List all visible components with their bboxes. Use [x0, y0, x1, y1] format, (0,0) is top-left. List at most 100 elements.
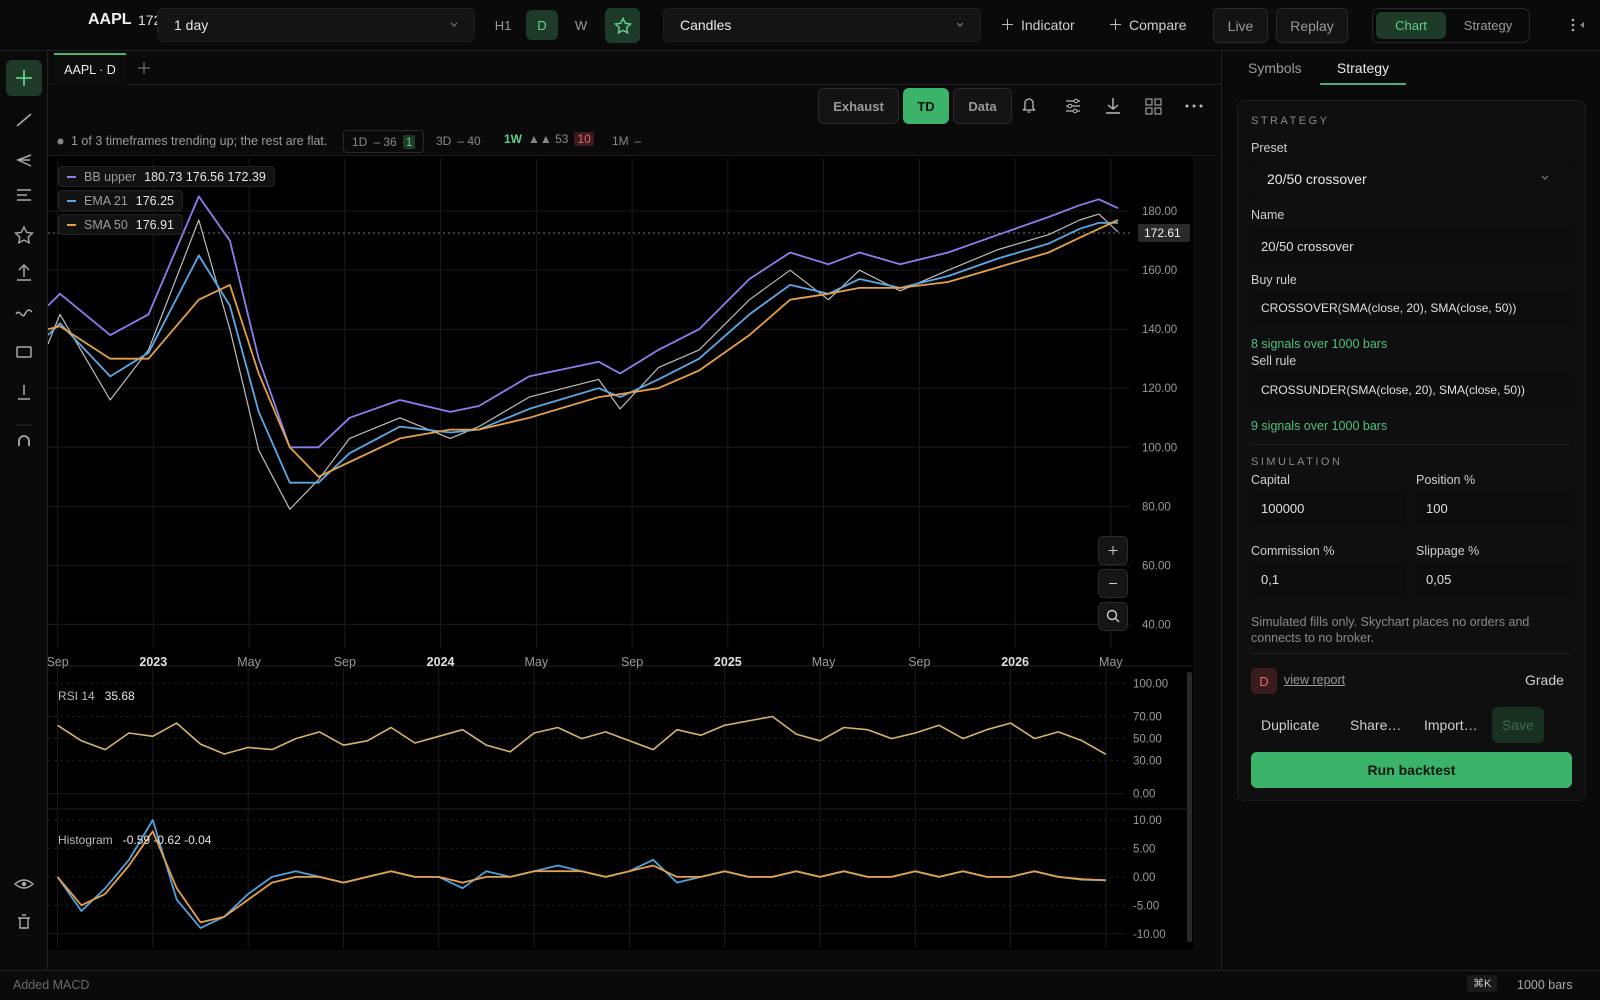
- field-label: Slippage %: [1416, 544, 1480, 558]
- field-label: Capital: [1251, 473, 1290, 487]
- x-tick-label: 2023: [139, 655, 167, 669]
- live-button[interactable]: Live: [1213, 8, 1268, 43]
- y-tick-label: 0.00: [1133, 872, 1155, 884]
- indicator-button[interactable]: Indicator: [1021, 17, 1075, 33]
- interval-button[interactable]: D: [526, 10, 558, 40]
- action-button[interactable]: Share…: [1350, 717, 1402, 733]
- side-tab[interactable]: Strategy: [1320, 53, 1406, 85]
- timeframe-detail: – 40: [457, 134, 481, 148]
- legend-item[interactable]: EMA 21 176.25: [58, 190, 184, 211]
- legend-swatch: [67, 175, 76, 178]
- legend-item[interactable]: SMA 50 176.91: [58, 214, 184, 235]
- field-label: Position %: [1416, 473, 1476, 487]
- timeframe-chip[interactable]: 1D – 36 1: [343, 130, 425, 153]
- legend-swatch: [67, 223, 76, 226]
- x-tick-label: Sep: [621, 655, 643, 669]
- preset: 20/50 crossover: [1267, 170, 1367, 187]
- chart-tab[interactable]: AAPL · D: [54, 53, 126, 85]
- exhaust-button[interactable]: Exhaust: [818, 88, 899, 124]
- sell-rule-input[interactable]: CROSSUNDER(SMA(close, 20), SMA(close, 50…: [1251, 374, 1571, 408]
- legend-value: 35.68: [104, 689, 135, 703]
- trend-row: [49, 127, 1217, 156]
- replay-button[interactable]: Replay: [1276, 8, 1348, 43]
- legend-name: Histogram: [58, 833, 113, 847]
- field-input[interactable]: 0,05: [1416, 562, 1571, 596]
- interval-button[interactable]: H1: [494, 17, 512, 33]
- data-line: [56, 830, 1106, 924]
- field-input[interactable]: 0,1: [1251, 562, 1406, 596]
- name-input[interactable]: 20/50 crossover: [1251, 229, 1571, 263]
- y-tick-label: 180.00: [1142, 206, 1177, 218]
- td-button[interactable]: TD: [903, 88, 949, 124]
- grade-label: Grade: [1525, 672, 1564, 688]
- side-tab[interactable]: Symbols: [1248, 60, 1302, 76]
- add-tab-icon[interactable]: [138, 62, 150, 74]
- field-input[interactable]: 100000: [1251, 491, 1406, 525]
- toolbar-icons: [1022, 98, 1203, 115]
- preset-select[interactable]: 20/50 crossover: [1251, 161, 1571, 196]
- plus-icon: [1110, 19, 1121, 30]
- signal-count: 9 signals over 1000 bars: [1251, 419, 1388, 433]
- buy-rule-input[interactable]: CROSSOVER(SMA(close, 20), SMA(close, 50)…: [1251, 292, 1571, 326]
- star-icon: [613, 16, 632, 34]
- y-tick-label: 5.00: [1133, 843, 1155, 855]
- section-heading: SIMULATION: [1251, 456, 1343, 468]
- y-tick-label: 100.00: [1133, 678, 1168, 690]
- trend-summary: 1 of 3 timeframes trending up; the rest …: [71, 134, 328, 148]
- field-label: Sell rule: [1251, 354, 1297, 368]
- status-bar: [0, 970, 1600, 1000]
- data-button[interactable]: Data: [953, 88, 1012, 124]
- disclaimer: Simulated fills only. Skychart places no…: [1251, 615, 1530, 645]
- timeframe-chip[interactable]: 1W ▲▲ 53 10: [504, 132, 594, 146]
- tool-rail: [0, 51, 48, 970]
- timeframe-chip[interactable]: 3D – 40: [436, 134, 481, 148]
- tool-icons: [6, 60, 42, 929]
- action-button[interactable]: Duplicate: [1261, 717, 1320, 733]
- y-tick-label: 80.00: [1142, 501, 1171, 513]
- favorite-button[interactable]: [605, 8, 640, 43]
- x-tick-label: May: [812, 655, 836, 669]
- timeframe-badge: 10: [574, 132, 594, 146]
- divider: [1251, 653, 1571, 654]
- legend-value: 176.91: [135, 217, 175, 232]
- mode-button[interactable]: Strategy: [1463, 18, 1513, 33]
- save-button[interactable]: Save: [1492, 707, 1544, 743]
- x-tick-label: Sep: [334, 655, 356, 669]
- zoom-controls[interactable]: [1098, 536, 1128, 632]
- last-price-label: 172.61: [1144, 226, 1181, 240]
- report-link[interactable]: view report: [1284, 673, 1346, 687]
- data-line: [57, 715, 1107, 755]
- chevron: [1541, 175, 1549, 180]
- field-label: Commission %: [1251, 544, 1335, 558]
- y-tick-label: 30.00: [1133, 756, 1162, 768]
- interval-select[interactable]: 1 day: [157, 8, 475, 42]
- more-icon[interactable]: [1570, 17, 1590, 33]
- macd-legend: Histogram -0.59 -0.62 -0.04: [58, 833, 211, 847]
- legend-value: 180.73 176.56 172.39: [144, 169, 266, 184]
- section-heading: STRATEGY: [1251, 115, 1330, 127]
- x-tick-label: 2025: [714, 655, 742, 669]
- y-tick-label: 160.00: [1142, 265, 1177, 277]
- legend-name: RSI 14: [58, 689, 95, 703]
- rsi-legend: RSI 14 35.68: [58, 689, 135, 703]
- legend-item[interactable]: BB upper 180.73 176.56 172.39: [58, 166, 275, 187]
- timeframe-chip[interactable]: 1M –: [612, 134, 641, 148]
- mode-button[interactable]: Chart: [1376, 12, 1446, 39]
- action-button[interactable]: Import…: [1424, 717, 1478, 733]
- signal-count: 8 signals over 1000 bars: [1251, 337, 1388, 351]
- divider: [1251, 444, 1571, 445]
- y-tick-label: 0.00: [1133, 789, 1155, 801]
- field-label: Buy rule: [1251, 273, 1297, 287]
- y-tick-label: 10.00: [1133, 815, 1162, 827]
- y-tick-label: -5.00: [1133, 900, 1159, 912]
- compare-button[interactable]: Compare: [1129, 17, 1187, 33]
- style-select[interactable]: Candles: [663, 8, 981, 42]
- field-label: Name: [1251, 208, 1285, 222]
- x-tick-label: May: [237, 655, 261, 669]
- run-backtest-button[interactable]: Run backtest: [1251, 752, 1572, 788]
- grade-badge: D: [1251, 668, 1277, 694]
- field-input[interactable]: 100: [1416, 491, 1571, 525]
- interval-button[interactable]: W: [574, 17, 588, 33]
- bar-count: 1000 bars: [1517, 978, 1573, 992]
